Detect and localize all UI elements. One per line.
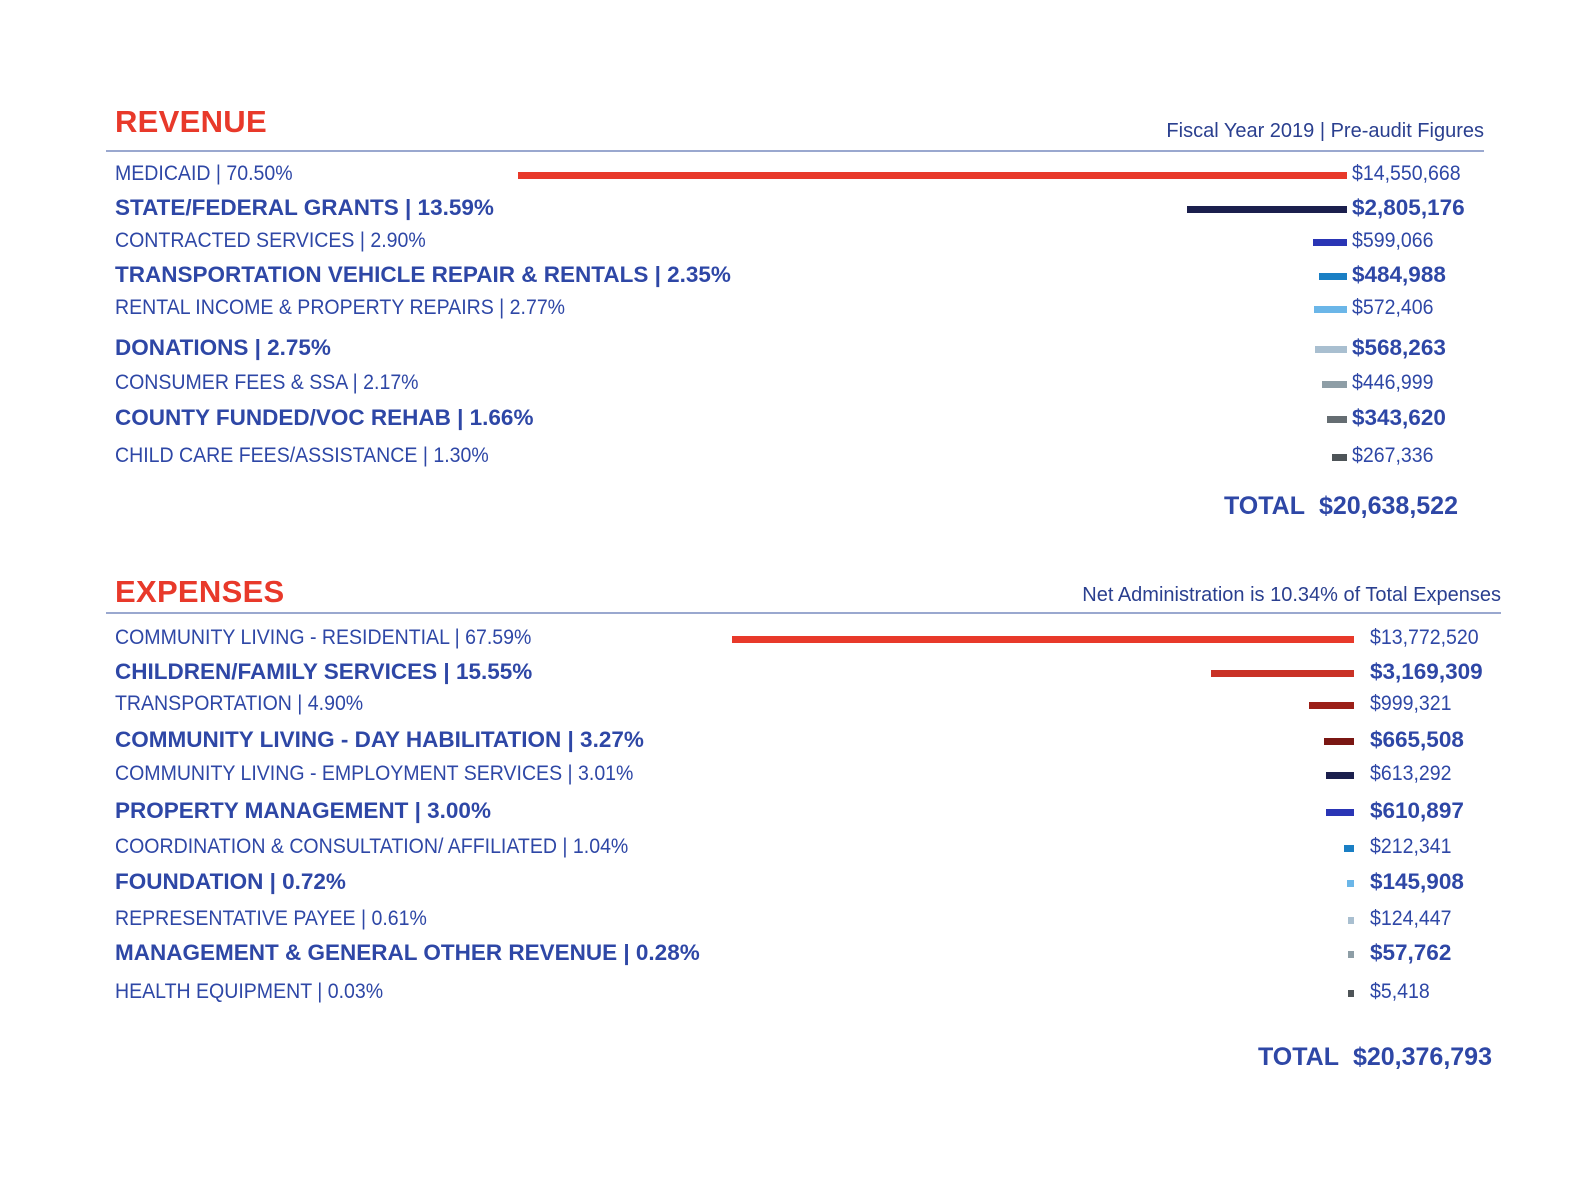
value-label: $665,508 [1370,727,1464,753]
row-label: COMMUNITY LIVING - DAY HABILITATION | 3.… [115,727,644,753]
revenue-total: TOTAL $20,638,522 [1224,492,1458,521]
bar [1348,917,1354,924]
value-label: $599,066 [1352,228,1434,252]
row-label: CONTRACTED SERVICES | 2.90% [115,228,426,252]
total-amount: $20,638,522 [1318,492,1458,520]
bar [1347,880,1354,887]
bar [1319,273,1347,280]
value-label: $610,897 [1370,798,1464,824]
row-label: MEDICAID | 70.50% [115,161,293,185]
total-label: TOTAL [1257,1043,1339,1071]
bar [1314,306,1347,313]
revenue-divider [106,150,1484,152]
bar [1312,239,1347,246]
total-amount: $20,376,793 [1352,1043,1492,1071]
value-label: $267,336 [1352,443,1434,467]
bar [1326,772,1354,779]
revenue-subtitle: Fiscal Year 2019 | Pre-audit Figures [1166,120,1484,142]
bar [1308,702,1354,709]
row-label: CHILD CARE FEES/ASSISTANCE | 1.30% [115,443,489,467]
value-label: $572,406 [1352,295,1434,319]
value-label: $568,263 [1352,335,1446,361]
row-label: REPRESENTATIVE PAYEE | 0.61% [115,906,427,930]
bar [1210,670,1354,677]
row-label: FOUNDATION | 0.72% [115,869,346,895]
row-label: STATE/FEDERAL GRANTS | 13.59% [115,195,494,221]
value-label: $57,762 [1370,940,1452,966]
value-label: $999,321 [1370,691,1452,715]
value-label: $14,550,668 [1352,161,1461,185]
bar [1331,454,1347,461]
row-label: HEALTH EQUIPMENT | 0.03% [115,979,384,1003]
bar [732,636,1354,643]
row-label: PROPERTY MANAGEMENT | 3.00% [115,798,491,824]
row-label: COMMUNITY LIVING - EMPLOYMENT SERVICES |… [115,761,634,785]
expenses-divider [106,612,1501,614]
bar [1314,346,1347,353]
value-label: $613,292 [1370,761,1452,785]
value-label: $124,447 [1370,906,1452,930]
bar [1323,738,1354,745]
revenue-title: REVENUE [115,104,267,139]
value-label: $3,169,309 [1370,659,1483,685]
row-label: TRANSPORTATION | 4.90% [115,691,364,715]
bar [1326,809,1354,816]
row-label: RENTAL INCOME & PROPERTY REPAIRS | 2.77% [115,295,566,319]
bar [1348,990,1354,997]
row-label: COMMUNITY LIVING - RESIDENTIAL | 67.59% [115,625,532,649]
expenses-total: TOTAL $20,376,793 [1258,1043,1492,1072]
expenses-title: EXPENSES [115,574,285,609]
row-label: CONSUMER FEES & SSA | 2.17% [115,370,419,394]
value-label: $484,988 [1352,262,1446,288]
value-label: $446,999 [1352,370,1434,394]
value-label: $212,341 [1370,834,1452,858]
bar [1187,206,1347,213]
row-label: MANAGEMENT & GENERAL OTHER REVENUE | 0.2… [115,940,700,966]
row-label: TRANSPORTATION VEHICLE REPAIR & RENTALS … [115,262,731,288]
bar [1327,416,1347,423]
value-label: $343,620 [1352,405,1446,431]
value-label: $145,908 [1370,869,1464,895]
bar [1344,845,1354,852]
row-label: COUNTY FUNDED/VOC REHAB | 1.66% [115,405,534,431]
row-label: CHILDREN/FAMILY SERVICES | 15.55% [115,659,533,685]
bar [1321,381,1347,388]
bar [518,172,1347,179]
bar [1348,951,1354,958]
total-label: TOTAL [1223,492,1305,520]
value-label: $2,805,176 [1352,195,1465,221]
value-label: $13,772,520 [1370,625,1479,649]
expenses-subtitle: Net Administration is 10.34% of Total Ex… [1082,584,1501,606]
row-label: DONATIONS | 2.75% [115,335,331,361]
value-label: $5,418 [1370,979,1430,1003]
row-label: COORDINATION & CONSULTATION/ AFFILIATED … [115,834,629,858]
